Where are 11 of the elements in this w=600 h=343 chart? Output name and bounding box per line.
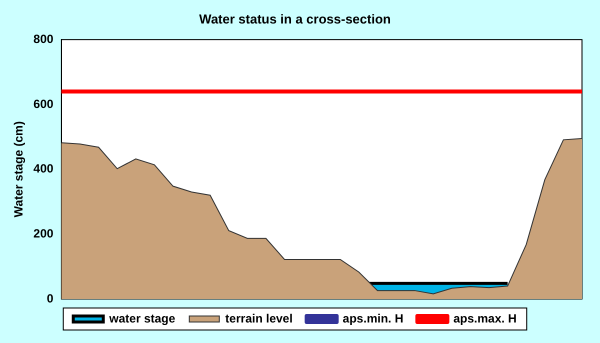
y-tick-label: 0 <box>46 291 54 306</box>
y-axis-title: Water stage (cm) <box>12 121 26 218</box>
legend-label: aps.min. H <box>342 311 404 326</box>
y-tick-label: 800 <box>33 32 54 46</box>
chart-title: Water status in a cross-section <box>199 11 391 26</box>
legend-label: terrain level <box>225 311 293 326</box>
legend-label: water stage <box>108 311 176 326</box>
y-tick-label: 200 <box>33 226 54 240</box>
y-tick-label: 600 <box>33 96 54 111</box>
y-tick-label: 400 <box>33 162 54 176</box>
legend-label: aps.max. H <box>453 311 517 326</box>
